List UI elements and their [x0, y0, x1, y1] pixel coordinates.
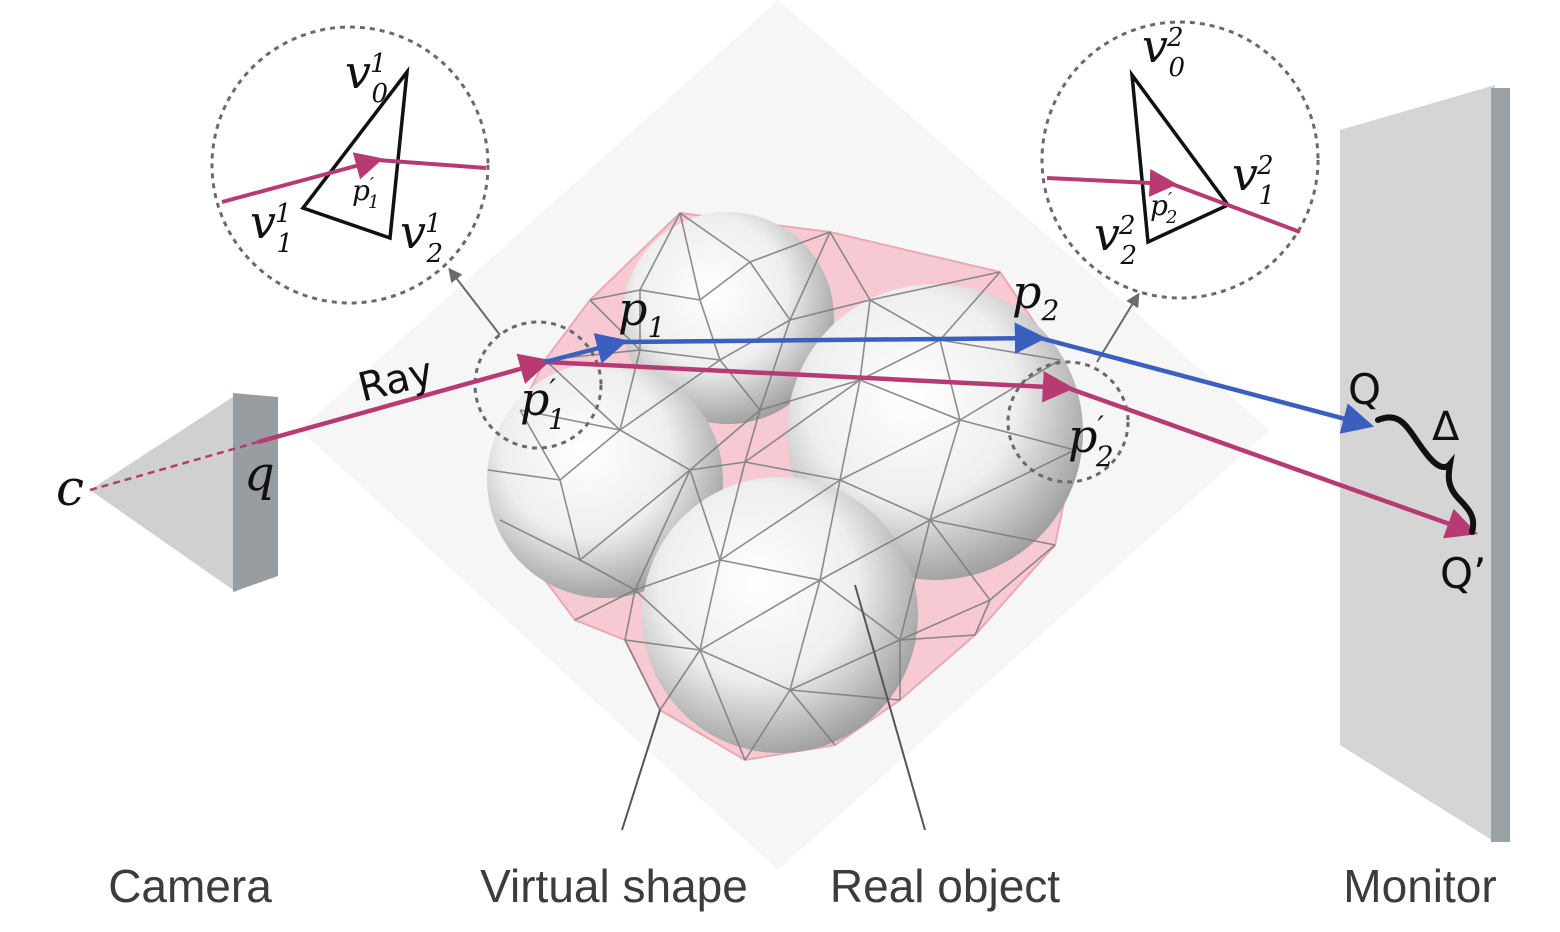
label-Q: Q	[1348, 365, 1381, 414]
inset-left	[210, 25, 490, 305]
virtual-ray-inside	[544, 359, 1075, 403]
delta-brace	[1375, 414, 1477, 535]
label-c: c	[56, 459, 84, 517]
label-v0-2: v2 0	[1142, 19, 1185, 83]
camera	[90, 393, 278, 592]
inset-right-ray-out	[1171, 182, 1301, 234]
label-p2: p2	[1012, 265, 1059, 327]
label-delta: Δ	[1432, 404, 1460, 450]
sphere-top	[622, 212, 834, 424]
callout-circle-left	[473, 320, 603, 450]
callout-arrow-left	[448, 267, 501, 336]
leader-virtual-shape	[621, 709, 661, 831]
camera-frustum	[90, 395, 236, 592]
label-v0-1: v1 0	[345, 45, 388, 109]
inset-left-ray-in	[221, 152, 384, 204]
label-inset-p2-prime: p′ 2	[1150, 189, 1177, 228]
inset-right-triangle	[1129, 68, 1231, 245]
caption-monitor: Monitor	[1343, 860, 1496, 912]
inset-left-ray-out	[377, 158, 487, 170]
leader-real-object	[854, 584, 926, 831]
label-v2-2: v2 2	[1094, 207, 1137, 271]
label-Q-prime: Q’	[1440, 549, 1486, 598]
callout-arrow-right	[1096, 292, 1140, 363]
camera-dashed-ray	[89, 440, 259, 492]
monitor	[1340, 85, 1510, 842]
monitor-panel	[1340, 85, 1495, 842]
real-object	[487, 212, 1083, 753]
incoming-ray	[257, 353, 552, 445]
inset-right	[1040, 20, 1320, 300]
sphere-left	[487, 362, 723, 598]
inset-right-circle	[1040, 20, 1320, 300]
refracted-ray-first	[544, 333, 629, 365]
label-v1-2: v2 1	[1232, 147, 1275, 211]
caption-real-object: Real object	[830, 860, 1060, 912]
monitor-edge	[1491, 88, 1510, 842]
inset-right-ray-in	[1046, 168, 1178, 197]
virtual-ray-exit	[1067, 385, 1478, 539]
label-inset-p1-prime: p′ 1	[352, 174, 379, 213]
label-v1-1: v1 1	[250, 195, 293, 259]
inset-left-triangle	[300, 66, 410, 241]
camera-sensor	[233, 393, 278, 592]
callout-circle-right	[1006, 360, 1130, 484]
label-p1: p1	[618, 282, 665, 344]
caption-camera: Camera	[108, 860, 272, 912]
label-p2-prime: p′ 2	[1068, 409, 1114, 473]
inset-left-circle	[210, 25, 490, 305]
label-v2-1: v1 2	[400, 205, 443, 269]
sphere-bottom	[642, 477, 918, 753]
caption-virtual-shape: Virtual shape	[480, 860, 748, 912]
refracted-ray-exit	[1039, 335, 1375, 434]
refracted-ray-inside	[621, 322, 1047, 354]
label-p1-prime: p′ 1	[520, 372, 566, 436]
mesh-lines	[487, 212, 1076, 761]
label-q: q	[244, 446, 275, 502]
